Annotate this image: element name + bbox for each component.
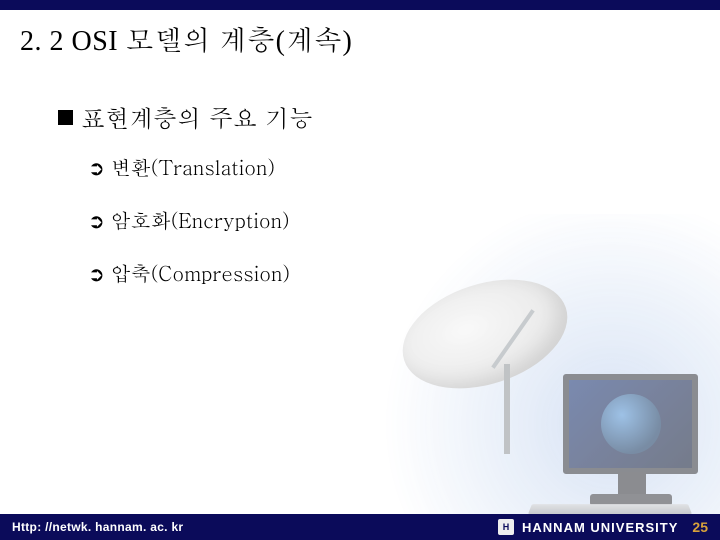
heading-text: 표현계층의 주요 기능 bbox=[81, 100, 313, 134]
item-text: 압축(Compression) bbox=[111, 258, 290, 287]
slide-content: 표현계층의 주요 기능 ➲ 변환(Translation) ➲ 암호화(Encr… bbox=[58, 100, 313, 311]
monitor-icon bbox=[563, 374, 698, 474]
monitor-stand bbox=[618, 472, 646, 496]
arrow-bullet-icon: ➲ bbox=[88, 205, 105, 234]
arrow-bullet-icon: ➲ bbox=[88, 258, 105, 287]
list-item: ➲ 변환(Translation) bbox=[88, 152, 313, 181]
header-bar bbox=[0, 0, 720, 10]
footer-url: Http: //netwk. hannam. ac. kr bbox=[12, 520, 183, 534]
satellite-dish-icon bbox=[389, 260, 582, 408]
keyboard-icon bbox=[528, 504, 692, 514]
dish-arm bbox=[491, 309, 534, 369]
dish-stand bbox=[504, 364, 510, 454]
sky-gradient bbox=[360, 214, 720, 514]
list-item: ➲ 암호화(Encryption) bbox=[88, 205, 313, 234]
footer-bar: Http: //netwk. hannam. ac. kr H HANNAM U… bbox=[0, 514, 720, 540]
footer-right: H HANNAM UNIVERSITY 25 bbox=[498, 519, 708, 535]
item-text: 변환(Translation) bbox=[111, 152, 275, 181]
page-number: 25 bbox=[692, 519, 708, 535]
content-heading: 표현계층의 주요 기능 bbox=[58, 100, 313, 134]
item-text: 암호화(Encryption) bbox=[111, 205, 290, 234]
background-art bbox=[360, 154, 720, 514]
arrow-bullet-icon: ➲ bbox=[88, 152, 105, 181]
university-logo-icon: H bbox=[498, 519, 514, 535]
slide: 2. 2 OSI 모델의 계층(계속) 표현계층의 주요 기능 ➲ 변환(Tra… bbox=[0, 0, 720, 540]
square-bullet-icon bbox=[58, 110, 73, 125]
monitor-screen bbox=[569, 380, 692, 468]
slide-title: 2. 2 OSI 모델의 계층(계속) bbox=[20, 18, 352, 58]
list-item: ➲ 압축(Compression) bbox=[88, 258, 313, 287]
globe-icon bbox=[601, 394, 661, 454]
monitor-base bbox=[590, 494, 672, 506]
university-name: HANNAM UNIVERSITY bbox=[522, 520, 678, 535]
